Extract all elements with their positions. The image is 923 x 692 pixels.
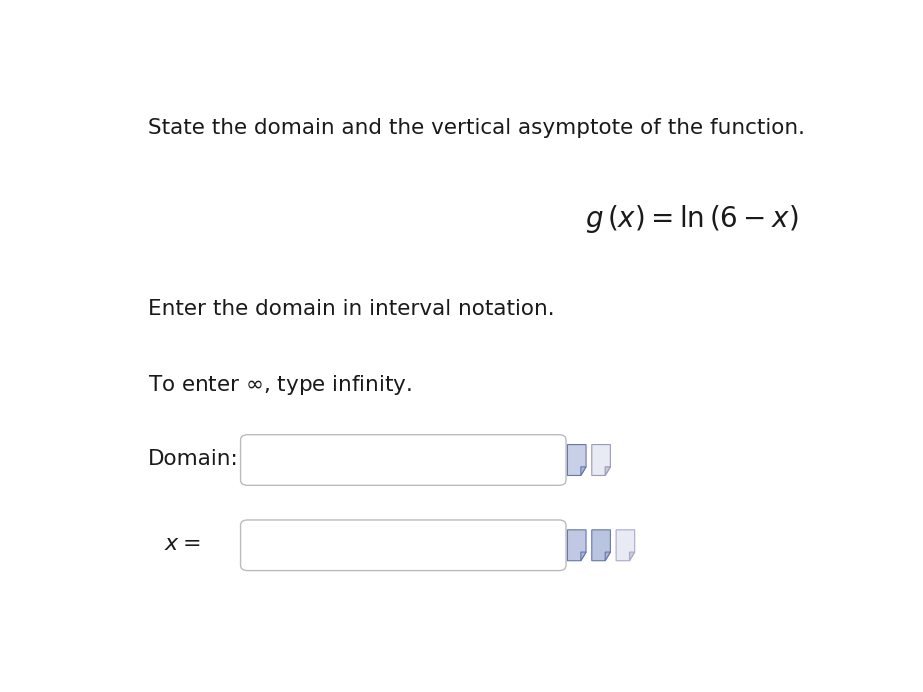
Text: Domain:: Domain:	[148, 448, 238, 468]
Text: Enter the domain in interval notation.: Enter the domain in interval notation.	[148, 299, 554, 319]
Polygon shape	[568, 444, 586, 475]
Polygon shape	[616, 530, 635, 561]
Polygon shape	[629, 552, 635, 561]
Polygon shape	[605, 552, 610, 561]
Polygon shape	[592, 444, 610, 475]
Text: $x =$: $x =$	[164, 534, 200, 554]
Polygon shape	[568, 530, 586, 561]
Polygon shape	[592, 530, 610, 561]
Text: State the domain and the vertical asymptote of the function.: State the domain and the vertical asympt…	[148, 118, 805, 138]
Polygon shape	[581, 467, 586, 475]
Text: To enter $\infty$, type infinity.: To enter $\infty$, type infinity.	[148, 374, 412, 397]
Polygon shape	[605, 467, 610, 475]
Polygon shape	[581, 552, 586, 561]
FancyBboxPatch shape	[241, 520, 566, 571]
Text: $g\,(x) = \ln{(6 - x)}$: $g\,(x) = \ln{(6 - x)}$	[585, 203, 798, 235]
FancyBboxPatch shape	[241, 435, 566, 485]
